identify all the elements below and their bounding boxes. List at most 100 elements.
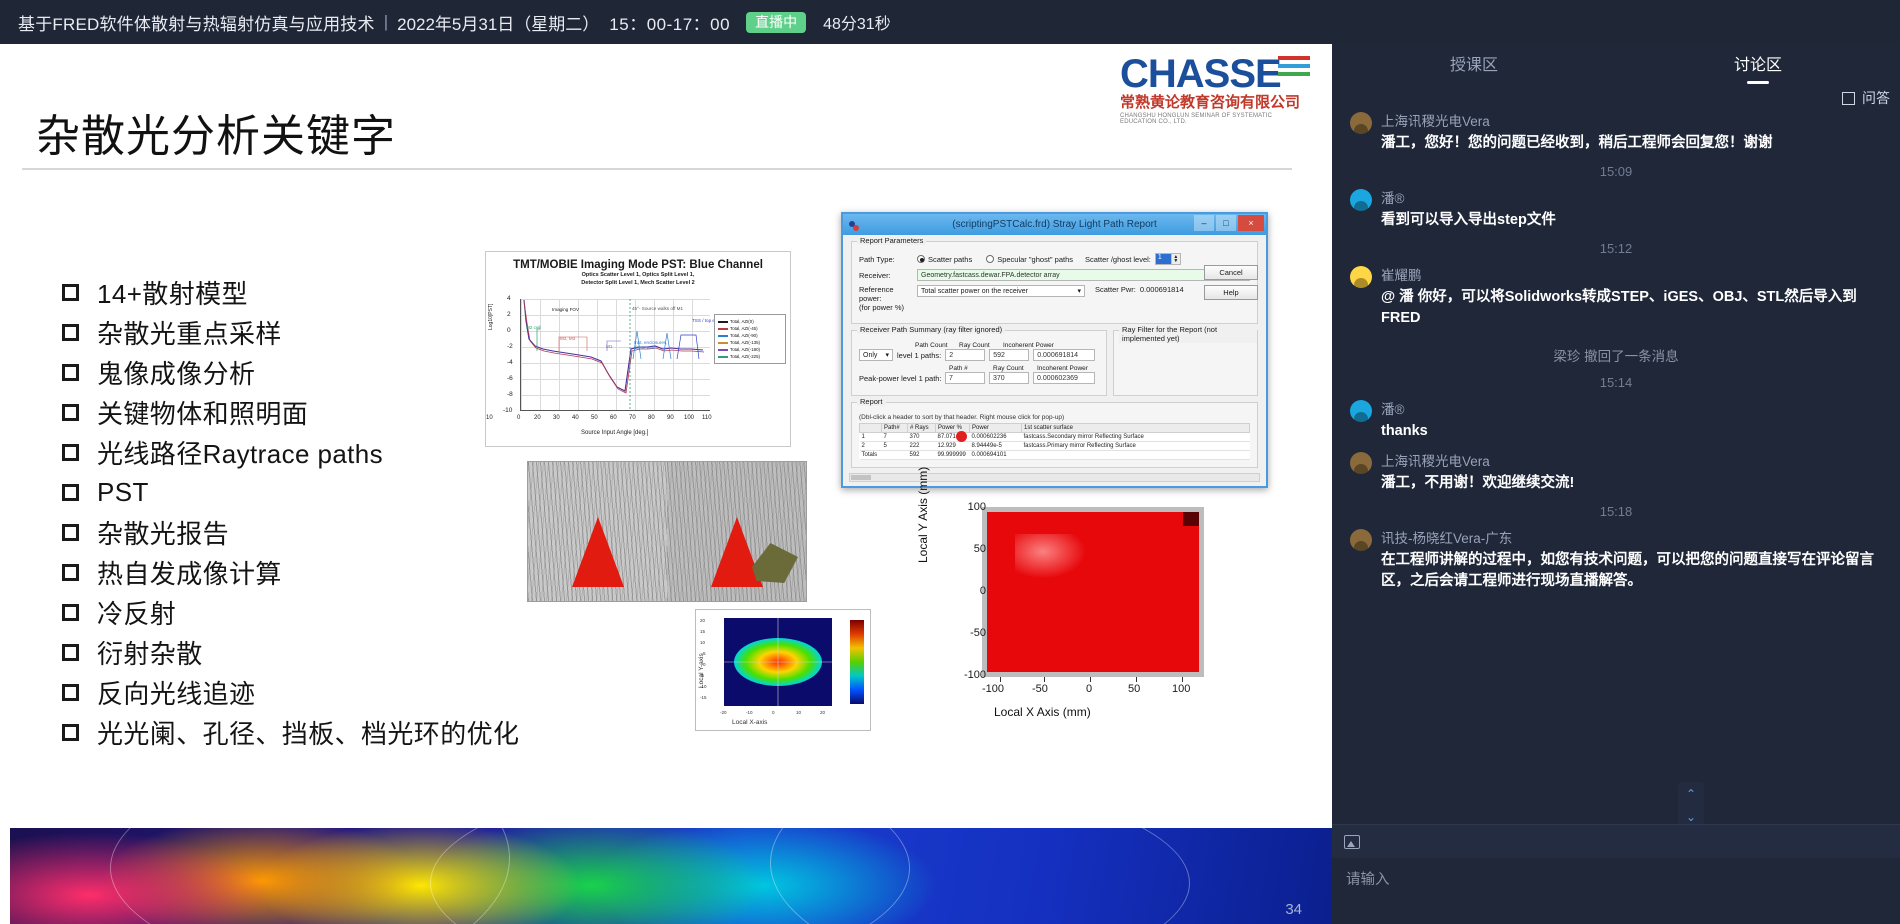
reference-power-select[interactable]: Total scatter power on the receiver ▾: [917, 285, 1085, 297]
reference-power-label: Reference power: (for power %): [859, 285, 905, 312]
ray-count-value: 592: [989, 349, 1030, 361]
minimize-button[interactable]: –: [1194, 215, 1214, 231]
list-item: 上海讯稷光电Vera 潘工，不用谢！欢迎继续交流!: [1350, 450, 1882, 494]
avatar[interactable]: [1350, 266, 1372, 288]
legend-item: Total, AZI(-180): [718, 346, 782, 353]
avatar[interactable]: [1350, 112, 1372, 134]
detector-plot-area: [982, 507, 1204, 677]
group-label: Receiver Path Summary (ray filter ignore…: [857, 325, 1006, 334]
report-table[interactable]: Path# # Rays Power % Power 1st scatter s…: [859, 423, 1250, 460]
timestamp: 15:14: [1599, 375, 1633, 390]
list-item: 关键物体和照明面: [62, 392, 519, 432]
maximize-button[interactable]: □: [1216, 215, 1236, 231]
horizontal-scrollbar[interactable]: [849, 473, 1260, 482]
qa-checkbox[interactable]: [1842, 91, 1855, 105]
column-header[interactable]: [859, 423, 882, 433]
scroll-down-icon[interactable]: ⌄: [1685, 809, 1697, 824]
scatter-ghost-level-value[interactable]: 1: [1155, 254, 1171, 264]
irradiance-contour-plot: 20 15 10 5 0 -5 -10 -15 -20 -10 0 10 20 …: [695, 609, 871, 731]
stepper-arrows-icon[interactable]: ▲ ▼: [1170, 254, 1180, 264]
peak-power-label: Peak-power level 1 path:: [859, 373, 942, 383]
avatar[interactable]: [1350, 400, 1372, 422]
y-tick: -50: [970, 627, 986, 639]
scrollbar-thumb[interactable]: [851, 475, 871, 480]
x-tick: -50: [1032, 683, 1048, 695]
message-text: @ 潘 你好，可以将Solidworks转成STEP、iGES、OBJ、STL然…: [1381, 289, 1857, 326]
top-bar: 基于FRED软件体散射与热辐射仿真与应用技术 | 2022年5月31日（星期二）…: [0, 0, 1900, 44]
live-status-badge: 直播中: [746, 11, 807, 33]
x-tick: 90: [667, 415, 674, 421]
specular-ghost-radio[interactable]: [986, 255, 995, 263]
group-label: Report: [857, 397, 886, 406]
bullet-list: 14+散射模型 杂散光重点采样 鬼像成像分析 关键物体和照明面 光线路径Rayt…: [62, 272, 519, 752]
path-type-label: Path Type:: [859, 254, 895, 264]
cancel-button[interactable]: Cancel: [1204, 265, 1258, 280]
incoherent-power-value: 0.000691814: [1033, 349, 1096, 361]
table-row: 2 5 222 12.929 8.94449e-5 fastcass.Prima…: [859, 441, 1250, 451]
checkbox-icon: [62, 603, 79, 621]
chat-input-area[interactable]: 请输入: [1332, 858, 1900, 924]
scroll-up-icon[interactable]: ⌃: [1685, 786, 1697, 801]
checkbox-icon: [62, 323, 79, 341]
chat-input-placeholder[interactable]: 请输入: [1346, 872, 1390, 888]
y-tick: 2: [507, 311, 511, 318]
chart-annotation: M1: [606, 344, 613, 349]
summary-header: Ray Count: [959, 342, 990, 349]
tab-discussion-area[interactable]: 讨论区: [1616, 51, 1900, 75]
chart-annotation: M2 cell: [526, 325, 541, 330]
list-item: 崔耀鹏 @ 潘 你好，可以将Solidworks转成STEP、iGES、OBJ、…: [1350, 264, 1882, 329]
sender-name: 潘®: [1381, 402, 1405, 417]
contour-y-label: Local Y-axis: [698, 653, 705, 688]
column-header[interactable]: # Rays: [907, 423, 936, 433]
dialog-title-bar[interactable]: (scriptingPSTCalc.frd) Stray Light Path …: [843, 214, 1266, 235]
chart-x-label: Source Input Angle [deg.]: [581, 430, 649, 436]
x-tick: 0: [517, 415, 521, 421]
scatter-paths-radio[interactable]: [917, 255, 925, 263]
column-header[interactable]: Path#: [881, 423, 908, 433]
detector-irradiance-map: 100 50 0 -50 -100 -100 -50 0 50 100 Loca…: [916, 467, 1230, 734]
avatar[interactable]: [1350, 529, 1372, 551]
scroll-navigation[interactable]: ⌃ ⌄: [1678, 782, 1704, 828]
avatar[interactable]: [1350, 452, 1372, 474]
list-item: 14+散射模型: [62, 272, 519, 312]
peak-path-num: 7: [945, 372, 985, 384]
column-header[interactable]: 1st scatter surface: [1021, 423, 1250, 433]
slide: 杂散光分析关键字 CHASSE 常熟黄论教育咨询有限公司 CHANGSHU HO…: [0, 44, 1332, 924]
qa-filter-row[interactable]: 问答: [1332, 82, 1900, 110]
app-icon: [848, 219, 860, 231]
cursor-highlight: [956, 431, 967, 442]
summary-header: Path Count: [915, 342, 948, 349]
session-time: 15：00-17：00: [609, 14, 731, 34]
qa-label: 问答: [1862, 90, 1890, 106]
list-item: 鬼像成像分析: [62, 352, 519, 392]
image-icon[interactable]: [1344, 834, 1360, 849]
sender-name: 讯技-杨晓红Vera-广东: [1381, 531, 1513, 546]
x-tick: 30: [553, 415, 560, 421]
only-filter-select[interactable]: Only ▾: [859, 349, 893, 361]
x-tick: -100: [982, 683, 1005, 695]
close-button[interactable]: ×: [1238, 215, 1264, 231]
fred-stray-light-dialog[interactable]: (scriptingPSTCalc.frd) Stray Light Path …: [841, 212, 1268, 488]
help-button[interactable]: Help: [1204, 285, 1258, 300]
receiver-field[interactable]: Geometry.fastcass.dewar.FPA.detector arr…: [917, 269, 1250, 281]
scatter-pwr-label: Scatter Pwr:: [1095, 285, 1136, 294]
x-tick: -20: [720, 710, 727, 715]
checkbox-icon: [62, 283, 79, 301]
y-tick: 20: [700, 618, 706, 623]
presentation-stage[interactable]: 杂散光分析关键字 CHASSE 常熟黄论教育咨询有限公司 CHANGSHU HO…: [0, 44, 1332, 924]
receiver-path-summary-group: Receiver Path Summary (ray filter ignore…: [851, 325, 1107, 396]
x-tick: 10: [796, 710, 802, 715]
raytrace-images: [527, 461, 807, 602]
timestamp: 15:12: [1599, 241, 1633, 256]
checkbox-icon: [62, 723, 79, 741]
specular-ghost-label: Specular "ghost" paths: [997, 254, 1073, 264]
x-tick: 0: [772, 710, 775, 715]
tab-teaching-area[interactable]: 授课区: [1449, 57, 1498, 74]
scatter-ghost-level-stepper[interactable]: 1 ▲ ▼: [1154, 253, 1181, 265]
column-header[interactable]: Power: [969, 423, 1022, 433]
avatar[interactable]: [1350, 189, 1372, 211]
pst-chart: TMT/MOBIE Imaging Mode PST: Blue Channel…: [485, 251, 791, 447]
checkbox-icon: [62, 403, 79, 421]
x-tick: 110: [702, 415, 712, 421]
message-list[interactable]: 上海讯稷光电Vera 潘工，您好！您的问题已经收到，稍后工程师会回复您！谢谢 1…: [1332, 110, 1900, 750]
